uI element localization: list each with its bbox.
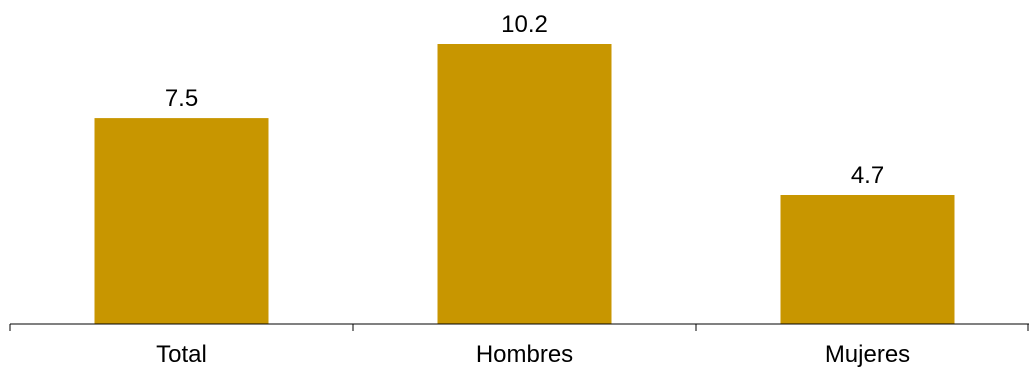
bar-hombres <box>437 44 612 324</box>
category-label-mujeres: Mujeres <box>825 341 910 368</box>
category-label-hombres: Hombres <box>476 341 573 368</box>
category-label-total: Total <box>156 341 207 368</box>
data-label-hombres: 10.2 <box>501 11 548 38</box>
x-axis <box>9 323 1029 331</box>
data-label-total: 7.5 <box>165 85 198 112</box>
bars-layer <box>94 44 955 324</box>
labels-layer: 7.5 Total 10.2 Hombres 4.7 Mujeres <box>156 11 910 368</box>
data-label-mujeres: 4.7 <box>851 162 884 189</box>
bar-total <box>94 118 269 324</box>
bar-mujeres <box>780 195 955 324</box>
